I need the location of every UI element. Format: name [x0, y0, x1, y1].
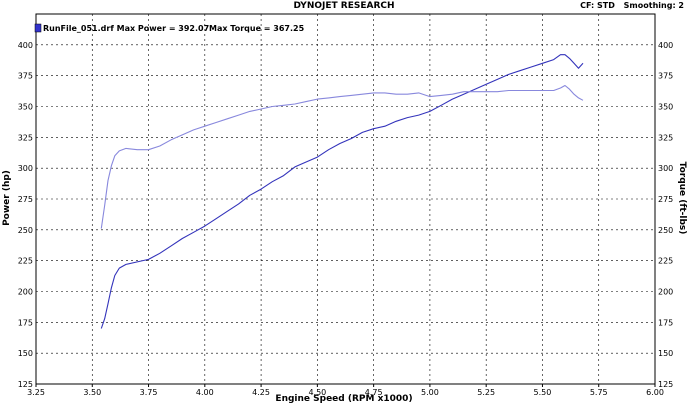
- tick-labels: 3.25 3.50 3.75 4.00 4.25 4.50 4.75 5.00 5.25 5.50…: [18, 41, 674, 397]
- y-tick-label-left: 275: [18, 195, 33, 204]
- x-axis-label: Engine Speed (RPM x1000): [275, 394, 412, 403]
- y-axis-label-left: Power (hp): [2, 170, 12, 226]
- x-tick-label: 4.25: [252, 388, 270, 397]
- grid-lines: [35, 14, 656, 387]
- x-tick-label: 5.50: [534, 388, 552, 397]
- legend-torque-label: Max Torque = 367.25: [209, 24, 305, 33]
- y-tick-label-right: 200: [658, 288, 673, 297]
- y-tick-label-left: 225: [18, 257, 33, 266]
- y-tick-label-right: 350: [658, 103, 673, 112]
- y-tick-label-right: 300: [658, 164, 673, 173]
- y-tick-label-left: 375: [18, 72, 33, 81]
- smoothing-label: Smoothing: 2: [623, 1, 684, 10]
- cf-label: CF: STD: [580, 1, 615, 10]
- x-tick-label: 3.75: [140, 388, 158, 397]
- legend: RunFile_051.drf Max Power = 392.07 Max T…: [34, 23, 305, 33]
- y-tick-label-right: 175: [658, 318, 673, 327]
- y-tick-label-right: 400: [658, 41, 673, 50]
- x-tick-label: 4.00: [196, 388, 214, 397]
- y-tick-label-left: 150: [18, 349, 33, 358]
- y-tick-label-right: 250: [658, 226, 673, 235]
- power-line: [100, 54, 584, 329]
- x-tick-label: 3.25: [27, 388, 45, 397]
- settings-readout: CF: STD Smoothing: 2: [574, 1, 684, 10]
- x-tick-label: 6.00: [646, 388, 664, 397]
- legend-swatch: [34, 23, 42, 33]
- legend-run-label: RunFile_051.drf Max Power = 392.07: [43, 24, 209, 33]
- chart-header: DYNOJET RESEARCH CF: STD Smoothing: 2: [0, 0, 688, 14]
- y-tick-label-right: 375: [658, 72, 673, 81]
- y-tick-label-left: 300: [18, 164, 33, 173]
- y-tick-label-left: 250: [18, 226, 33, 235]
- x-tick-label: 5.75: [590, 388, 608, 397]
- x-tick-label: 4.75: [365, 388, 383, 397]
- x-tick-label: 4.50: [308, 388, 326, 397]
- y-tick-label-left: 325: [18, 133, 33, 142]
- y-tick-label-left: 400: [18, 41, 33, 50]
- y-tick-label-left: 125: [18, 380, 33, 389]
- x-tick-label: 3.50: [83, 388, 101, 397]
- y-tick-label-right: 225: [658, 257, 673, 266]
- x-tick-label: 5.25: [477, 388, 495, 397]
- y-tick-label-right: 150: [658, 349, 673, 358]
- y-tick-label-right: 125: [658, 380, 673, 389]
- y-tick-label-left: 200: [18, 288, 33, 297]
- torque-line: [100, 84, 584, 229]
- y-tick-label-right: 275: [658, 195, 673, 204]
- y-tick-label-left: 175: [18, 318, 33, 327]
- series-lines: [100, 54, 584, 329]
- y-tick-label-left: 350: [18, 103, 33, 112]
- y-tick-label-right: 325: [658, 133, 673, 142]
- y-axis-label-right: Torque (ft-lbs): [677, 162, 687, 235]
- chart-title: DYNOJET RESEARCH: [293, 1, 395, 11]
- x-tick-label: 5.00: [421, 388, 439, 397]
